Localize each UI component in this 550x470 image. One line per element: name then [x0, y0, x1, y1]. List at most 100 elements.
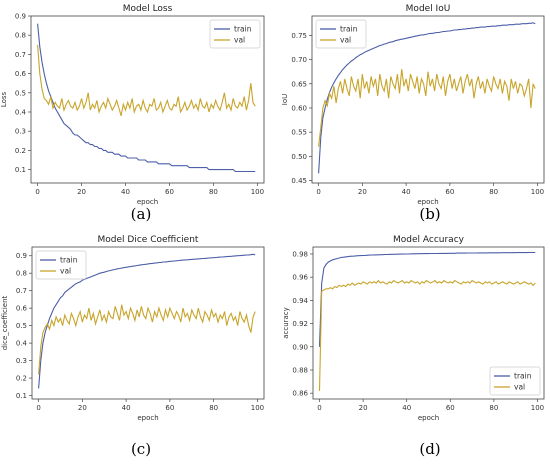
- panel-label-d: (d): [419, 440, 441, 458]
- x-tick-label: 100: [531, 188, 544, 196]
- legend-label-val: val: [234, 36, 245, 45]
- y-tick-label: 0.7: [16, 287, 27, 295]
- y-tick-label: 0.8: [15, 32, 26, 40]
- plot-frame: [30, 15, 265, 184]
- y-axis-label: accuracy: [282, 307, 290, 339]
- y-tick-label: 0.5: [16, 322, 27, 330]
- chart-title: Model Loss: [123, 4, 173, 14]
- x-tick-label: 40: [402, 404, 411, 412]
- chart-title: Model Dice Coefficient: [98, 235, 199, 245]
- x-tick-label: 20: [358, 188, 367, 196]
- x-tick-label: 60: [165, 188, 174, 196]
- plot-frame: [31, 246, 265, 400]
- plot-frame: [312, 246, 545, 400]
- legend-box: [489, 366, 541, 396]
- y-tick-label: 0.55: [291, 129, 307, 137]
- y-tick-label: 0.2: [15, 147, 26, 155]
- y-tick-label: 0.86: [292, 390, 308, 398]
- series-line-train: [318, 22, 536, 174]
- chart-title: Model Accuracy: [393, 235, 465, 245]
- legend-label-val: val: [514, 383, 525, 392]
- y-tick-label: 0.8: [16, 270, 27, 278]
- y-tick-label: 0.60: [291, 104, 307, 112]
- x-tick-label: 40: [121, 188, 130, 196]
- legend: train val: [315, 19, 367, 49]
- series-line-train: [318, 251, 536, 347]
- x-tick-label: 0: [316, 188, 320, 196]
- x-tick-label: 60: [446, 404, 455, 412]
- x-tick-label: 80: [489, 188, 498, 196]
- x-tick-label: 20: [77, 188, 86, 196]
- legend-label-train: train: [340, 25, 358, 34]
- y-tick-label: 0.9: [16, 252, 27, 260]
- legend-label-train: train: [234, 25, 252, 34]
- y-tick-label: 0.96: [292, 274, 308, 282]
- x-tick-label: 20: [359, 404, 368, 412]
- x-tick-label: 40: [402, 188, 411, 196]
- legend: train val: [209, 19, 261, 49]
- x-tick-label: 0: [36, 404, 40, 412]
- y-tick-label: 0.7: [15, 51, 26, 59]
- y-tick-label: 0.98: [292, 250, 308, 258]
- y-tick-label: 0.75: [291, 32, 307, 40]
- y-tick-label: 0.3: [15, 128, 26, 136]
- x-tick-label: 100: [251, 404, 264, 412]
- y-tick-label: 0.50: [291, 153, 307, 161]
- y-tick-label: 0.94: [292, 297, 308, 305]
- x-axis-label: epoch: [137, 198, 158, 206]
- x-tick-label: 0: [317, 404, 321, 412]
- x-tick-label: 60: [165, 404, 174, 412]
- panel-label-b: (b): [419, 205, 441, 223]
- x-tick-label: 80: [209, 404, 218, 412]
- x-tick-label: 100: [251, 188, 264, 196]
- x-tick-label: 40: [122, 404, 131, 412]
- y-axis-label: Loss: [0, 91, 8, 107]
- y-tick-label: 0.45: [291, 177, 307, 185]
- series-line-val: [318, 69, 536, 147]
- x-tick-label: 80: [209, 188, 218, 196]
- legend-label-val: val: [60, 267, 71, 276]
- series-line-train: [37, 23, 256, 173]
- legend-label-val: val: [340, 36, 351, 45]
- legend: train val: [489, 366, 541, 396]
- panel-label-a: (a): [130, 205, 152, 223]
- chart-title: Model IoU: [406, 4, 451, 14]
- y-axis-label: dice_coefficient: [1, 295, 9, 350]
- x-tick-label: 60: [445, 188, 454, 196]
- y-tick-label: 0.1: [15, 166, 26, 174]
- y-tick-label: 0.5: [15, 89, 26, 97]
- y-tick-label: 0.9: [15, 13, 26, 21]
- legend-box: [209, 19, 261, 49]
- x-tick-label: 0: [35, 188, 39, 196]
- y-tick-label: 0.4: [15, 108, 27, 116]
- series-line-val: [37, 44, 256, 116]
- legend: train val: [35, 250, 87, 280]
- series-line-val: [38, 304, 256, 375]
- plot-frame: [311, 15, 545, 184]
- panel-label-c: (c): [130, 440, 152, 458]
- y-tick-label: 0.70: [291, 56, 307, 64]
- legend-label-train: train: [60, 256, 78, 265]
- chart-panel-4: Model Accuracy 0 20 40 60 80 100 0.86 0.88 0.90 0.…: [282, 235, 545, 422]
- y-tick-label: 0.88: [292, 366, 308, 374]
- y-tick-label: 0.1: [16, 392, 27, 400]
- y-tick-label: 0.90: [292, 343, 308, 351]
- x-axis-label: epoch: [417, 198, 438, 206]
- y-tick-label: 0.2: [16, 375, 27, 383]
- y-tick-label: 0.3: [16, 357, 27, 365]
- y-tick-label: 0.6: [16, 305, 28, 313]
- chart-panel-2: Model IoU 0 20 40 60 80 100 0.45 0.50 0.55 0.60 0.6…: [281, 4, 545, 206]
- x-tick-label: 20: [78, 404, 87, 412]
- y-tick-label: 0.6: [15, 70, 27, 78]
- legend-label-train: train: [514, 372, 532, 381]
- x-tick-label: 80: [489, 404, 498, 412]
- y-tick-label: 0.4: [16, 340, 28, 348]
- y-tick-label: 0.65: [291, 80, 307, 88]
- chart-panel-1: Model Loss 0 20 40 60 80 100 0.1 0.2 0.3 0.4 0.5 0.6…: [0, 4, 265, 206]
- y-axis-label: IoU: [281, 94, 289, 105]
- x-axis-label: epoch: [418, 414, 439, 422]
- legend-box: [35, 250, 87, 280]
- chart-panel-3: Model Dice Coefficient 0 20 40 60 80 100 0.1 0.2…: [1, 235, 265, 422]
